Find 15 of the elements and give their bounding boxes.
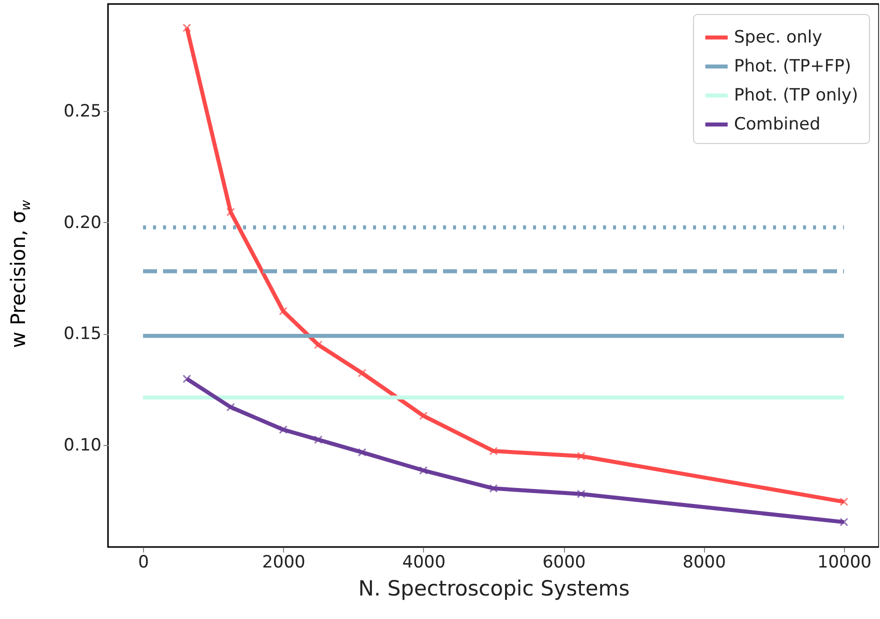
legend-label: Spec. only [734,28,822,48]
x-tick-label: 10000 [817,552,872,572]
x-axis-title: N. Spectroscopic Systems [358,576,630,600]
y-tick-label: 0.10 [64,435,102,456]
x-tick-label: 4000 [402,552,446,572]
legend-label: Phot. (TP only) [734,86,858,106]
x-tick-label: 8000 [682,552,726,572]
x-tick-label: 0 [138,552,149,572]
y-tick-label: 0.25 [64,101,102,122]
x-tick-label: 6000 [542,552,586,572]
x-tick-label: 2000 [262,552,306,572]
y-tick-label: 0.20 [64,212,102,233]
legend-label: Phot. (TP+FP) [734,56,852,76]
legend-label: Combined [734,114,820,134]
y-tick-label: 0.15 [64,324,102,344]
